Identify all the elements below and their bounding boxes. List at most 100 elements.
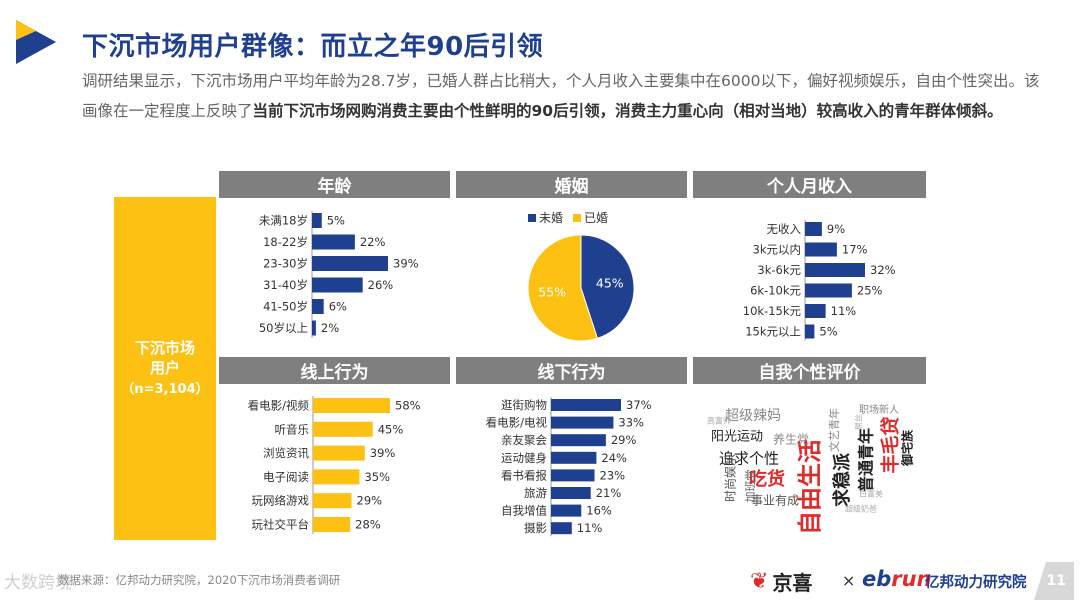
online-value-label: 28%	[355, 518, 381, 532]
income-header: 个人月收入	[693, 171, 926, 198]
legend-swatch-married	[573, 214, 581, 222]
age-bar	[312, 213, 322, 228]
pie-slice-1	[527, 234, 599, 342]
marriage-chart: 未婚 已婚 45% 55%	[527, 211, 635, 342]
ebrun-brand: ebrun	[862, 567, 932, 591]
offline-value-label: 21%	[596, 486, 622, 500]
offline-bar	[551, 434, 606, 447]
online-value-label: 39%	[370, 446, 396, 460]
ebrun-part2: run	[891, 567, 932, 591]
intro-bold: 当前下沉市场网购消费主要由个性鲜明的90后引领，消费主力重心向（相对当地）较高收…	[252, 102, 1003, 120]
wordcloud-word: 白富美	[859, 489, 883, 499]
income-value-label: 25%	[857, 284, 883, 298]
brand-cross: ×	[842, 571, 856, 590]
wordcloud-word: 养生党	[773, 432, 809, 447]
income-category-label: 3k-6k元	[757, 263, 801, 277]
online-category-label: 听音乐	[275, 422, 310, 436]
offline-bar	[551, 399, 621, 411]
income-category-label: 无收入	[767, 222, 802, 236]
legend-label-unmarried: 未婚	[539, 211, 563, 225]
offline-value-label: 24%	[601, 451, 627, 465]
age-category-label: 23-30岁	[263, 257, 308, 271]
income-bar	[805, 283, 852, 298]
income-chart: 无收入 9% 3k元以内 17% 3k-6k元 32% 6k-10k元 25% 10k-15k元…	[743, 220, 896, 341]
offline-value-label: 37%	[626, 398, 652, 412]
wordcloud-word: 时尚娱乐	[724, 454, 738, 502]
age-category-label: 18-22岁	[263, 235, 308, 249]
pie-slice-label: 55%	[538, 285, 566, 300]
online-bar	[313, 398, 390, 413]
age-value-label: 2%	[321, 321, 339, 335]
offline-category-label: 看电影/电视	[486, 416, 548, 430]
intro-plain: 调研结果显示，下沉市场用户平均年龄为28.7岁，已婚人群占比稍大，个人月收入主要…	[82, 72, 1040, 120]
online-value-label: 29%	[357, 494, 383, 508]
age-bar	[312, 277, 363, 293]
wordcloud-word: 丰毛贷	[879, 416, 902, 473]
income-bar	[805, 222, 822, 236]
offline-value-label: 11%	[577, 521, 603, 535]
online-category-label: 玩社交平台	[252, 518, 310, 532]
online-value-label: 45%	[378, 422, 404, 436]
age-value-label: 6%	[329, 300, 347, 314]
yibang-label: 亿邦动力研究院	[925, 575, 1027, 591]
age-category-label: 31-40岁	[263, 278, 308, 292]
offline-bar	[551, 469, 595, 482]
income-bar	[805, 324, 815, 339]
online-bar	[313, 445, 365, 461]
age-value-label: 39%	[393, 257, 419, 271]
offline-category-label: 看书看报	[501, 468, 547, 482]
online-bar	[313, 469, 360, 485]
age-value-label: 5%	[327, 214, 345, 228]
offline-bar	[551, 504, 582, 517]
online-category-label: 电子阅读	[263, 470, 309, 484]
legend-swatch-unmarried	[528, 214, 536, 222]
age-header: 年龄	[219, 171, 450, 198]
page-number: 11	[1034, 562, 1074, 600]
online-category-label: 玩网络游戏	[252, 494, 310, 508]
income-bar	[805, 242, 837, 257]
marriage-header: 婚姻	[456, 171, 687, 198]
offline-value-label: 33%	[618, 416, 644, 430]
income-value-label: 11%	[831, 304, 857, 318]
offline-category-label: 旅游	[524, 486, 547, 500]
offline-category-label: 自我增值	[501, 504, 547, 518]
income-value-label: 9%	[827, 222, 845, 236]
wordcloud-word: 事业有成	[751, 494, 799, 508]
pie-slice-label: 45%	[596, 275, 624, 290]
online-value-label: 35%	[364, 470, 390, 484]
age-category-label: 41-50岁	[263, 300, 308, 314]
segment-label: 下沉市场 用户 （n=3,104）	[114, 197, 216, 540]
wordcloud-word: 屌丝	[854, 414, 864, 430]
jingxi-brand: ❦ 京喜	[750, 567, 812, 596]
offline-value-label: 23%	[600, 468, 626, 482]
offline-chart: 逛街购物 37% 看电影/电视 33% 亲友聚会 29% 运动健身 24% 看书看报 23% 旅游 2…	[486, 397, 652, 537]
online-value-label: 58%	[395, 399, 421, 413]
offline-value-label: 16%	[586, 504, 612, 518]
income-category-label: 3k元以内	[753, 243, 801, 257]
income-value-label: 5%	[819, 325, 837, 339]
page-title: 下沉市场用户群像：而立之年90后引领	[82, 32, 544, 62]
online-bar	[313, 421, 373, 437]
age-category-label: 50岁以上	[259, 321, 308, 335]
offline-value-label: 29%	[611, 433, 637, 447]
age-value-label: 22%	[360, 235, 386, 249]
wordcloud-word: 文艺青年	[827, 408, 841, 452]
sample-size: （n=3,104）	[121, 381, 209, 397]
online-bar	[313, 493, 352, 509]
age-bar	[312, 299, 324, 314]
wordcloud-word: 求稳派	[831, 452, 853, 507]
offline-category-label: 亲友聚会	[501, 433, 547, 447]
online-bar	[313, 517, 351, 532]
age-chart: 未满18岁 5% 18-22岁 22% 23-30岁 39% 31-40岁 26% 41-50岁…	[259, 211, 419, 338]
offline-category-label: 摄影	[524, 521, 547, 535]
income-category-label: 15k元以上	[745, 325, 801, 339]
offline-bar	[551, 522, 572, 535]
online-category-label: 看电影/视频	[248, 399, 310, 413]
wordcloud-word: 高富帅	[707, 416, 731, 426]
online-chart: 看电影/视频 58% 听音乐 45% 浏览资讯 39% 电子阅读 35% 玩网络游戏 29% 玩社交…	[248, 396, 421, 534]
income-value-label: 32%	[870, 263, 896, 277]
personality-wordcloud: 自由生活 丰毛贷吃货 求稳派 普通青年 追求个性 阳光运动 超级辣妈养生党事业有成时尚娱乐加…	[707, 403, 915, 535]
income-value-label: 17%	[842, 243, 868, 257]
online-header: 线上行为	[219, 357, 450, 384]
